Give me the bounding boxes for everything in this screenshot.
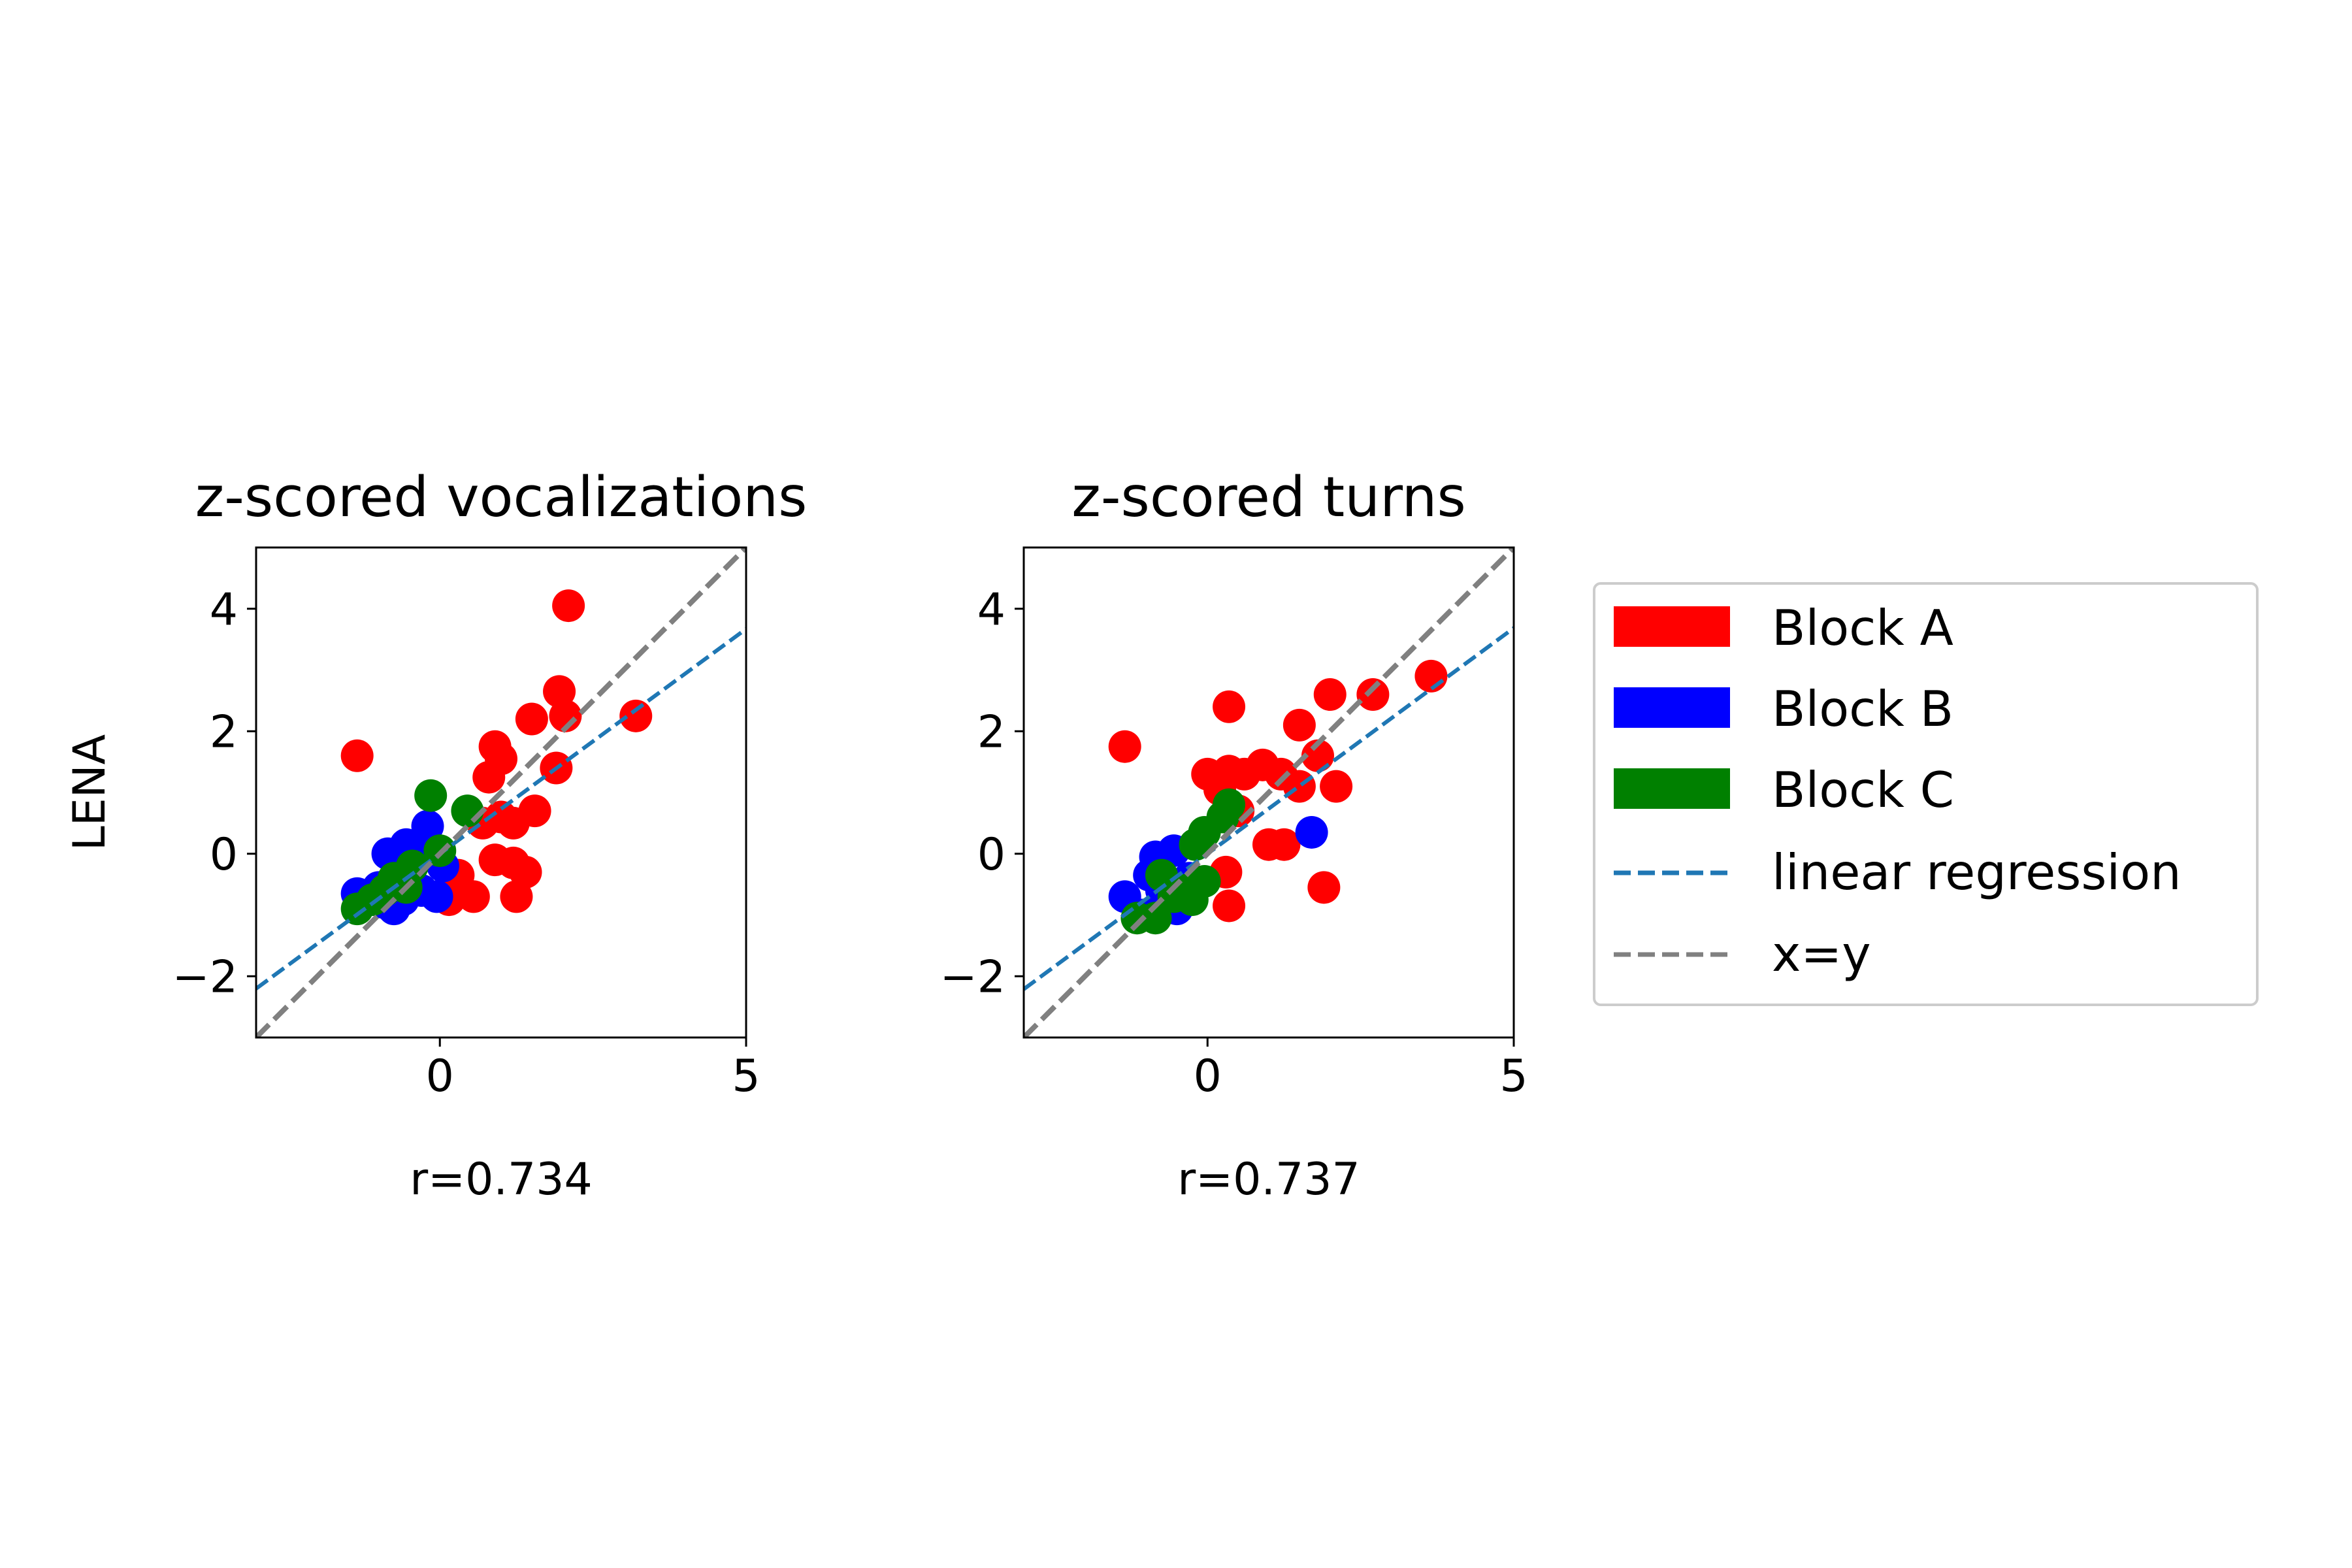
data-point-block-a [478, 843, 512, 877]
y-tick-label: 2 [210, 706, 238, 758]
ticks: 0 5 −2 0 2 4 [940, 584, 1528, 1102]
data-point-block-c [1213, 788, 1246, 821]
regression-line [256, 627, 746, 990]
legend-label-block-c: Block C [1772, 761, 1954, 819]
panel-vocalizations: z-scored vocalizations LENA r=0.734 0 5 −2… [64, 465, 807, 1205]
panel-title: z-scored turns [1071, 465, 1465, 530]
data-point-block-c [414, 779, 448, 812]
legend-swatch-block-b [1614, 687, 1730, 728]
data-point-block-a [472, 760, 506, 794]
axes-frame [1022, 546, 1515, 1039]
data-point-block-a [485, 800, 517, 834]
legend: Block A Block B Block C linear regressio… [1593, 582, 2259, 1006]
y-tick-label: 0 [210, 829, 238, 881]
panel-title: z-scored vocalizations [195, 465, 808, 530]
data-point-block-a [1307, 871, 1341, 904]
y-tick-label: 4 [977, 584, 1005, 636]
legend-label-regression: linear regression [1772, 843, 2181, 901]
data-point-block-a [1356, 678, 1390, 711]
y-tick-label: 2 [977, 706, 1005, 758]
legend-swatch-block-c [1614, 768, 1730, 809]
data-point-block-a [1313, 678, 1347, 711]
x-tick-label: 5 [1499, 1051, 1527, 1102]
data-point-block-a [1267, 828, 1301, 861]
data-point-block-a [1213, 889, 1246, 923]
data-point-block-a [1282, 708, 1316, 742]
data-point-block-a [1320, 770, 1353, 803]
panel-turns: z-scored turns r=0.737 0 5 −2 0 2 4 [940, 465, 1528, 1205]
x-tick-label: 5 [732, 1051, 760, 1102]
legend-label-block-b: Block B [1772, 680, 1953, 738]
data-point-block-b [1295, 815, 1328, 849]
x-tick-label: 0 [1194, 1051, 1222, 1102]
x-axis-label: r=0.737 [1177, 1154, 1360, 1205]
y-axis-label: LENA [64, 734, 116, 851]
y-tick-label: 0 [977, 829, 1005, 881]
legend-label-block-a: Block A [1772, 599, 1953, 657]
x-axis-label: r=0.734 [410, 1154, 593, 1205]
data-point-block-a [543, 675, 576, 708]
data-point-block-a [549, 699, 582, 732]
data-point-block-a [509, 855, 542, 889]
data-point-block-c [1179, 828, 1212, 861]
data-point-block-a [1213, 690, 1246, 723]
y-tick-label: −2 [940, 951, 1005, 1003]
data-point-block-c [1139, 902, 1172, 935]
legend-frame [1593, 582, 2259, 1006]
data-point-block-a [1108, 730, 1141, 763]
axes-frame [255, 546, 747, 1039]
data-point-block-a [1301, 739, 1334, 772]
ticks: 0 5 −2 0 2 4 [172, 584, 760, 1102]
data-point-block-a [500, 880, 533, 913]
legend-swatch-block-a [1614, 606, 1730, 647]
legend-label-identity: x=y [1772, 925, 1871, 983]
data-point-block-a [552, 589, 585, 623]
data-point-block-a [515, 702, 548, 736]
identity-line [256, 547, 746, 1037]
identity-line [1024, 547, 1514, 1037]
plot-area [1024, 547, 1514, 1037]
y-tick-label: 4 [210, 584, 238, 636]
x-tick-label: 0 [426, 1051, 454, 1102]
y-tick-label: −2 [172, 951, 238, 1003]
regression-line [1024, 626, 1514, 991]
data-point-block-a [340, 739, 374, 772]
data-point-block-c [451, 794, 484, 828]
plot-area [256, 547, 746, 1037]
data-point-block-c [1188, 864, 1221, 898]
data-point-block-a [619, 699, 653, 732]
